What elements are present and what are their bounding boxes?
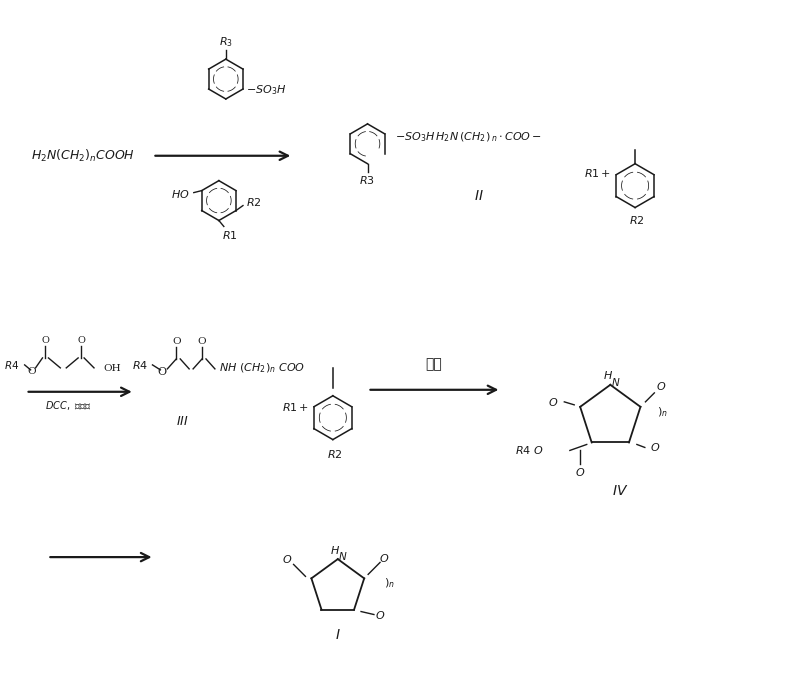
Text: $R_3$: $R_3$: [219, 35, 233, 49]
Text: $R4$: $R4$: [5, 359, 20, 371]
Text: $O$: $O$: [374, 609, 385, 621]
Text: OH: OH: [103, 364, 121, 373]
Text: $III$: $III$: [176, 415, 189, 428]
Text: $NH\ (CH_2)_n\ COO$: $NH\ (CH_2)_n\ COO$: [219, 361, 305, 375]
Text: $N$: $N$: [610, 376, 620, 388]
Text: $R2$: $R2$: [327, 447, 342, 460]
Text: $O$: $O$: [548, 396, 558, 408]
Text: O: O: [172, 337, 181, 347]
Text: $R1+$: $R1+$: [584, 167, 611, 179]
Text: $O$: $O$: [656, 380, 666, 392]
Text: 醇钠: 醇钠: [426, 357, 442, 371]
Text: $HO$: $HO$: [171, 188, 190, 200]
Text: $II$: $II$: [474, 188, 483, 203]
Text: $O$: $O$: [282, 554, 293, 566]
Text: $I$: $I$: [335, 628, 341, 642]
Text: $R3$: $R3$: [358, 173, 374, 186]
Text: $)_n$: $)_n$: [657, 405, 668, 419]
Text: $R4$: $R4$: [132, 359, 149, 371]
Text: O: O: [158, 367, 167, 377]
Text: $-SO_3H$: $-SO_3H$: [246, 83, 286, 97]
Text: $N$: $N$: [338, 550, 347, 562]
Text: $O$: $O$: [379, 552, 389, 564]
Text: $R2$: $R2$: [246, 196, 262, 207]
Text: $R4\ O$: $R4\ O$: [515, 445, 544, 456]
Text: $R1$: $R1$: [222, 229, 238, 241]
Text: $O$: $O$: [574, 466, 585, 478]
Text: O: O: [42, 337, 50, 345]
Text: $IV$: $IV$: [612, 484, 629, 498]
Text: $DCC,\ 三乙胺$: $DCC,\ 三乙胺$: [45, 399, 91, 412]
Text: $)_n$: $)_n$: [383, 577, 394, 590]
Text: O: O: [198, 337, 206, 347]
Text: $-SO_3H\,H_2N\,(CH_2)\,_n \cdot COO-$: $-SO_3H\,H_2N\,(CH_2)\,_n \cdot COO-$: [395, 130, 542, 143]
Text: $R1+$: $R1+$: [282, 401, 309, 413]
Text: $R2$: $R2$: [630, 214, 645, 226]
Text: $H$: $H$: [603, 369, 614, 381]
Text: $O$: $O$: [650, 441, 660, 454]
Text: O: O: [27, 367, 36, 376]
Text: $H_2N(CH_2)_nCOOH$: $H_2N(CH_2)_nCOOH$: [31, 148, 135, 164]
Text: $H$: $H$: [330, 544, 340, 556]
Text: O: O: [77, 337, 85, 345]
